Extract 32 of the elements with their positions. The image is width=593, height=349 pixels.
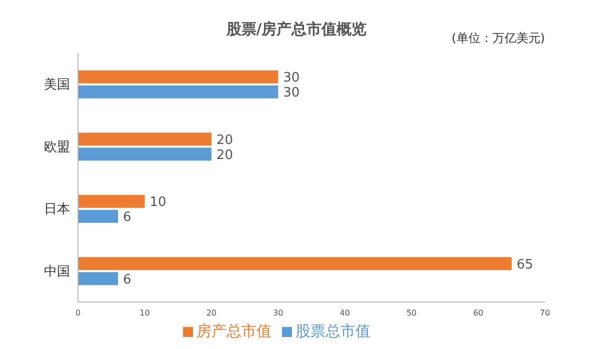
x-tick-label: 30 [273,308,284,318]
bar [78,272,118,286]
text: (单位：万亿美元) [452,30,545,47]
data-label: 20 [216,148,233,163]
data-label: 30 [283,86,300,101]
legend-label: 股票总市值 [296,322,370,340]
x-tick-label: 0 [75,308,81,318]
bar [78,132,212,146]
legend-label: 房产总市值 [196,322,272,340]
data-label: 6 [123,210,132,226]
y-tick-label: 美国 [44,76,70,93]
bar [78,194,145,208]
bar [78,210,118,223]
bar [78,257,512,270]
y-tick-label: 欧盟 [44,140,70,155]
x-tick-label: 40 [340,308,350,318]
y-tick-label: 中国 [44,264,70,280]
x-tick-label: 20 [206,308,217,318]
bar [78,148,212,161]
x-tick-label: 70 [540,308,550,318]
chart-title: 股票/房产总市值概览 [226,20,367,38]
y-tick-label: 日本 [44,202,70,218]
x-tick-label: 60 [473,308,484,318]
data-label: 30 [283,70,300,86]
bar [78,70,278,84]
data-label: 65 [516,257,534,272]
data-label: 6 [123,272,132,288]
x-tick-label: 10 [140,308,150,318]
bar [78,85,278,98]
x-tick-label: 50 [406,308,417,318]
data-label: 20 [216,132,233,148]
data-label: 10 [150,195,166,210]
